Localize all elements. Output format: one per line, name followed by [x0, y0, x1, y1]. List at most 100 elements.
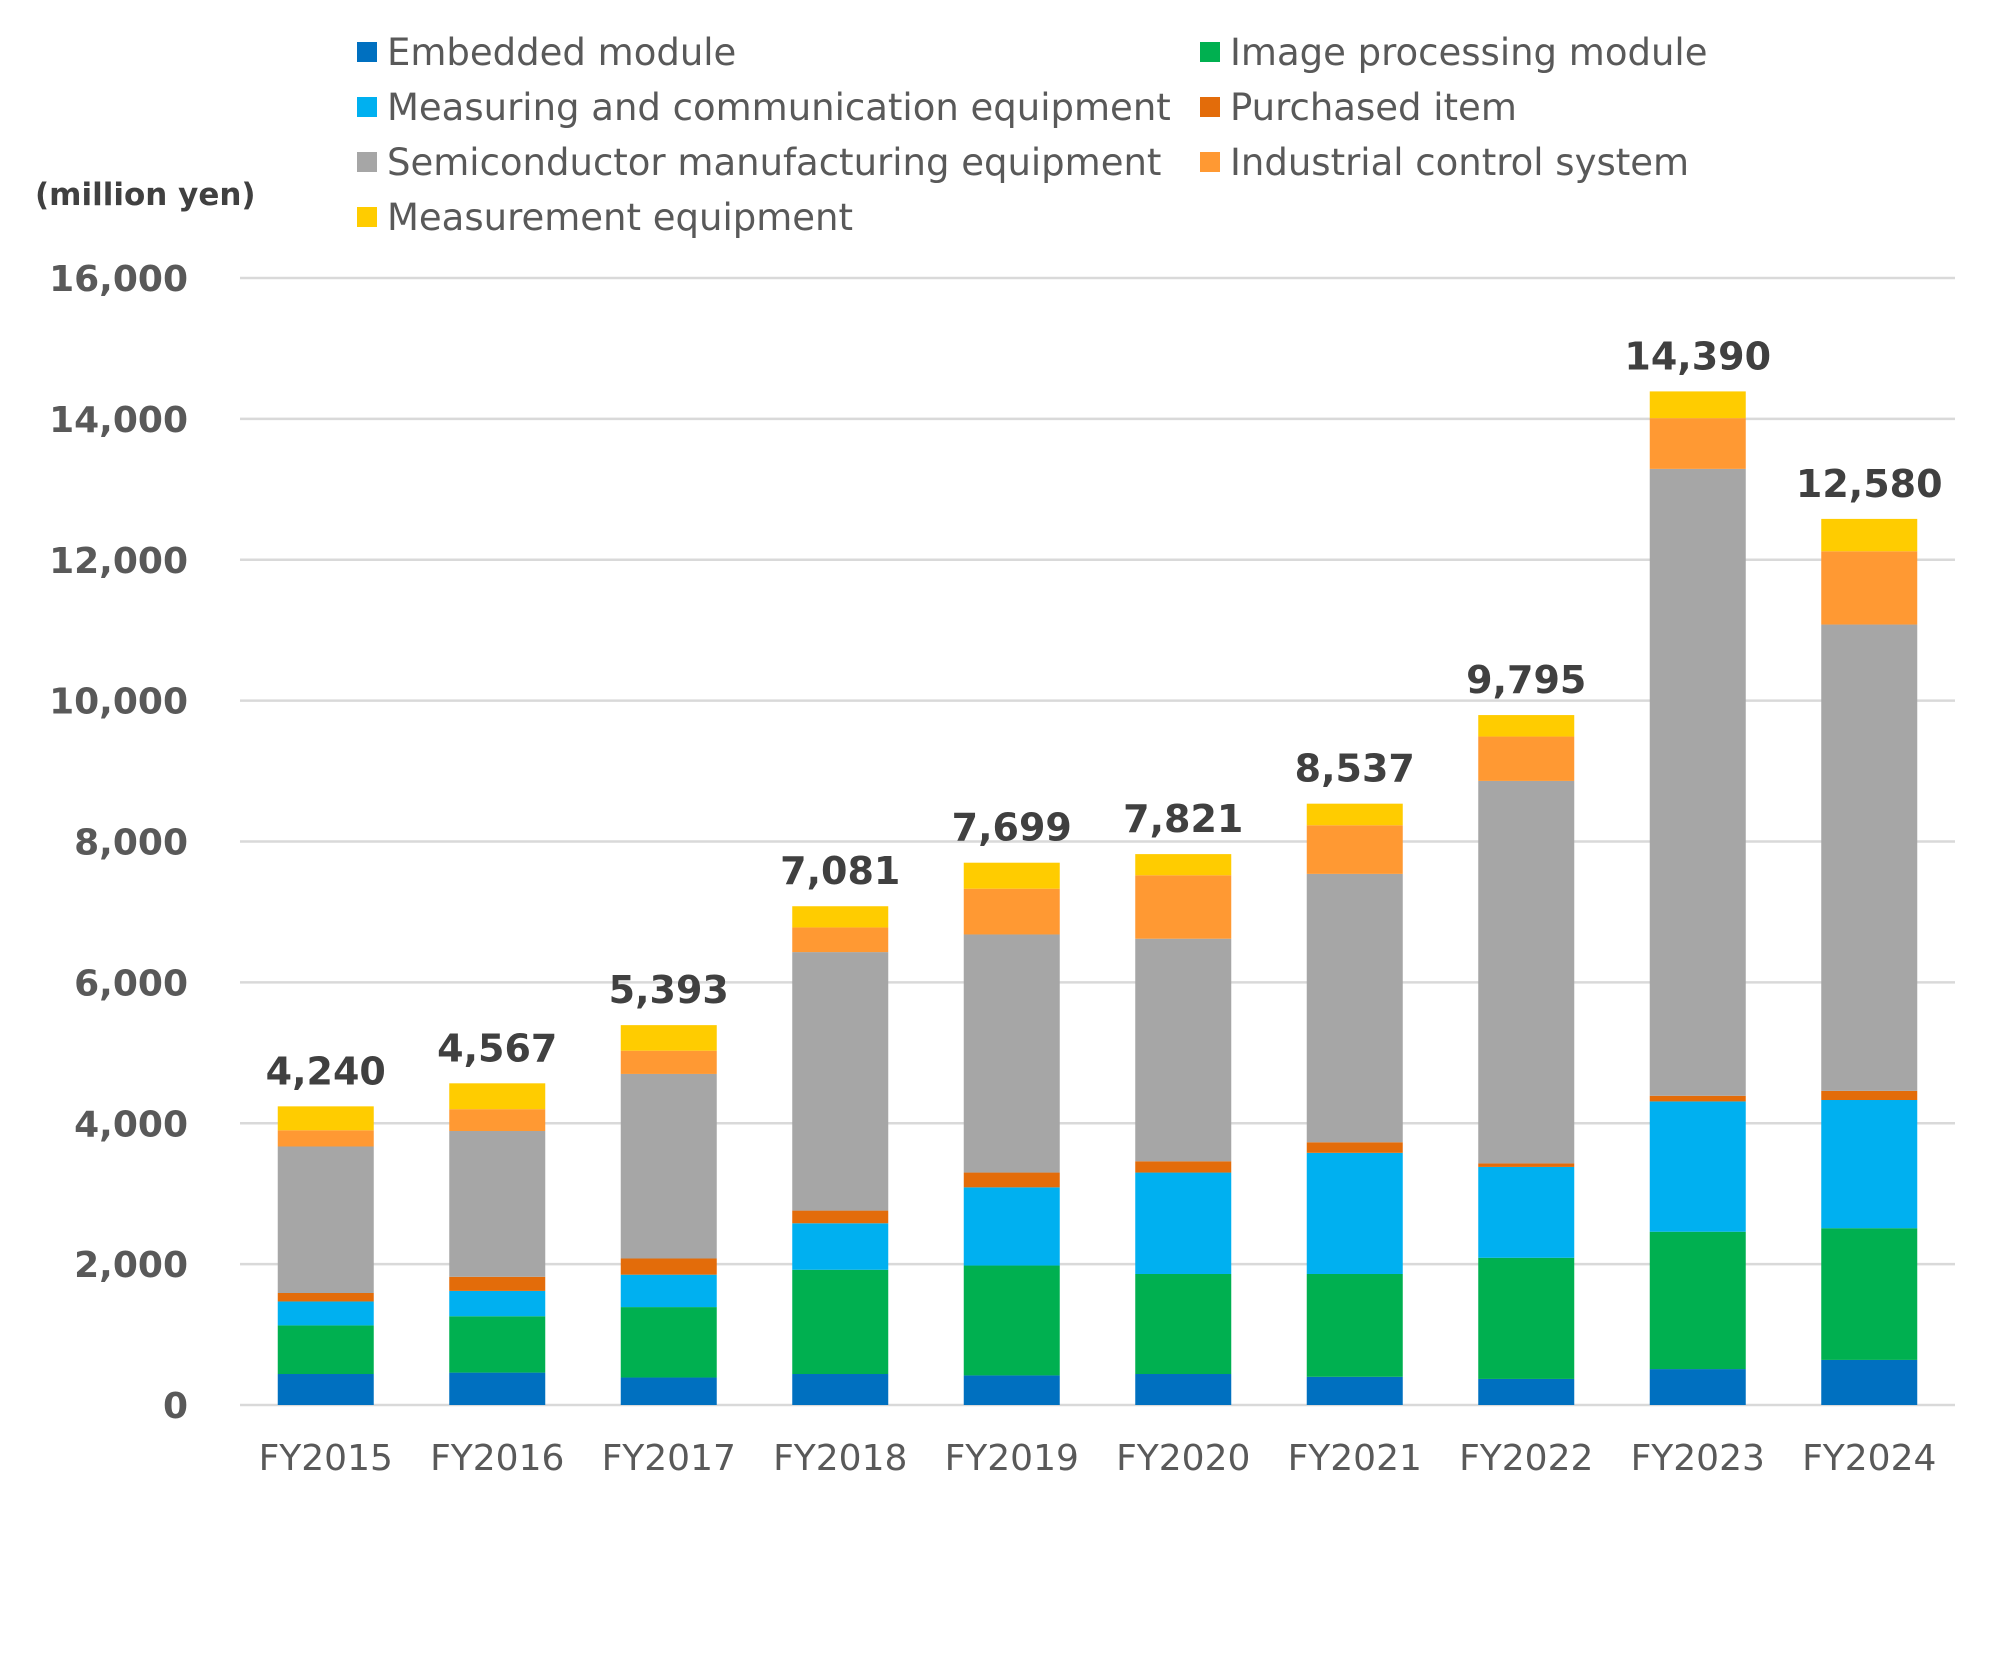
legend-label-semiconductor-manufacturing-equipment: Semiconductor manufacturing equipment: [387, 141, 1161, 184]
total-label-fy2020: 7,821: [1123, 797, 1243, 841]
x-tick-label: FY2019: [945, 1438, 1079, 1479]
bar-industrial-control-system-fy2022: [1478, 736, 1575, 781]
bar-semiconductor-manufacturing-equipment-fy2022: [1478, 780, 1575, 1164]
bar-image-processing-module-fy2021: [1306, 1273, 1403, 1377]
bar-purchased-item-fy2016: [449, 1276, 546, 1291]
bar-industrial-control-system-fy2017: [620, 1050, 717, 1074]
bar-semiconductor-manufacturing-equipment-fy2021: [1306, 873, 1403, 1143]
bar-semiconductor-manufacturing-equipment-fy2019: [963, 934, 1060, 1173]
bar-purchased-item-fy2018: [792, 1210, 889, 1224]
x-tick-label: FY2015: [259, 1438, 393, 1479]
bar-purchased-item-fy2023: [1649, 1095, 1746, 1102]
bar-purchased-item-fy2024: [1821, 1090, 1918, 1101]
bar-image-processing-module-fy2020: [1135, 1273, 1232, 1375]
bar-measuring-and-communication-equipment-fy2022: [1478, 1166, 1575, 1258]
legend-label-industrial-control-system: Industrial control system: [1230, 141, 1689, 184]
bar-measurement-equipment-fy2017: [620, 1025, 717, 1051]
total-label-fy2015: 4,240: [266, 1049, 386, 1093]
bar-measurement-equipment-fy2022: [1478, 715, 1575, 737]
x-tick-label: FY2017: [602, 1438, 736, 1479]
total-label-fy2018: 7,081: [780, 849, 900, 893]
bar-embedded-module-fy2018: [792, 1374, 889, 1405]
y-tick-label: 0: [163, 1386, 188, 1427]
bar-image-processing-module-fy2018: [792, 1269, 889, 1375]
total-label-fy2016: 4,567: [437, 1026, 557, 1070]
bar-image-processing-module-fy2017: [620, 1307, 717, 1378]
x-tick-label: FY2024: [1802, 1438, 1936, 1479]
legend-swatch-purchased-item: [1200, 97, 1220, 117]
bar-measurement-equipment-fy2018: [792, 906, 889, 928]
legend-swatch-industrial-control-system: [1200, 152, 1220, 172]
y-axis-ticks: 0 2,000 4,000 6,000 8,000 10,000 12,000 14,000 1…: [49, 259, 188, 1427]
bar-purchased-item-fy2020: [1135, 1161, 1232, 1173]
legend-label-measurement-equipment: Measurement equipment: [387, 196, 853, 239]
bar-measuring-and-communication-equipment-fy2016: [449, 1290, 546, 1317]
y-tick-label: 4,000: [74, 1104, 188, 1145]
total-label-fy2022: 9,795: [1466, 658, 1586, 702]
bar-semiconductor-manufacturing-equipment-fy2017: [620, 1073, 717, 1259]
bar-measuring-and-communication-equipment-fy2019: [963, 1187, 1060, 1266]
bar-industrial-control-system-fy2019: [963, 888, 1060, 935]
bar-industrial-control-system-fy2020: [1135, 875, 1232, 939]
x-tick-label: FY2022: [1459, 1438, 1593, 1479]
bar-embedded-module-fy2020: [1135, 1374, 1232, 1405]
bar-measuring-and-communication-equipment-fy2015: [277, 1301, 374, 1326]
bar-measurement-equipment-fy2024: [1821, 518, 1918, 552]
x-tick-label: FY2016: [430, 1438, 564, 1479]
x-tick-label: FY2020: [1116, 1438, 1250, 1479]
bars: [277, 391, 1918, 1405]
bar-measurement-equipment-fy2019: [963, 862, 1060, 889]
bar-purchased-item-fy2019: [963, 1172, 1060, 1188]
legend-label-image-processing-module: Image processing module: [1230, 31, 1707, 74]
y-tick-label: 8,000: [74, 823, 188, 864]
bar-measuring-and-communication-equipment-fy2017: [620, 1274, 717, 1308]
y-tick-label: 10,000: [49, 682, 188, 723]
bar-embedded-module-fy2022: [1478, 1378, 1575, 1405]
legend-label-purchased-item: Purchased item: [1230, 86, 1517, 129]
bar-measurement-equipment-fy2023: [1649, 391, 1746, 419]
bar-industrial-control-system-fy2023: [1649, 418, 1746, 469]
bar-industrial-control-system-fy2015: [277, 1130, 374, 1147]
bar-embedded-module-fy2017: [620, 1377, 717, 1405]
bar-measurement-equipment-fy2021: [1306, 803, 1403, 826]
x-axis-ticks: FY2015 FY2016 FY2017 FY2018 FY2019 FY2020 FY20…: [259, 1438, 1937, 1479]
bar-image-processing-module-fy2016: [449, 1316, 546, 1373]
total-label-fy2024: 12,580: [1796, 462, 1943, 506]
bar-measurement-equipment-fy2016: [449, 1083, 546, 1110]
x-tick-label: FY2021: [1288, 1438, 1422, 1479]
bar-embedded-module-fy2019: [963, 1375, 1060, 1405]
y-axis-unit-label: (million yen): [35, 177, 256, 213]
bar-purchased-item-fy2015: [277, 1293, 374, 1302]
legend-swatch-semiconductor-manufacturing-equipment: [357, 152, 377, 172]
bar-image-processing-module-fy2023: [1649, 1231, 1746, 1370]
bar-embedded-module-fy2015: [277, 1374, 374, 1405]
legend-label-embedded-module: Embedded module: [387, 31, 736, 74]
bar-industrial-control-system-fy2016: [449, 1109, 546, 1131]
y-tick-label: 6,000: [74, 963, 188, 1004]
bar-embedded-module-fy2016: [449, 1372, 546, 1405]
bar-measurement-equipment-fy2020: [1135, 854, 1232, 876]
y-tick-label: 16,000: [49, 259, 188, 300]
bar-semiconductor-manufacturing-equipment-fy2016: [449, 1130, 546, 1277]
bar-purchased-item-fy2021: [1306, 1142, 1403, 1153]
y-tick-label: 2,000: [74, 1245, 188, 1286]
legend-swatch-image-processing-module: [1200, 42, 1220, 62]
legend-label-measuring-and-communication-equipment: Measuring and communication equipment: [387, 86, 1171, 129]
bar-industrial-control-system-fy2021: [1306, 825, 1403, 874]
chart-legend: Embedded module Image processing module Me…: [357, 31, 1707, 239]
x-tick-label: FY2023: [1631, 1438, 1765, 1479]
y-tick-label: 12,000: [49, 541, 188, 582]
bar-embedded-module-fy2021: [1306, 1376, 1403, 1405]
bar-image-processing-module-fy2015: [277, 1325, 374, 1375]
total-labels: 4,240 4,567 5,393 7,081 7,699 7,821 8,537 9,795…: [266, 334, 1943, 1093]
bar-embedded-module-fy2023: [1649, 1369, 1746, 1405]
y-tick-label: 14,000: [49, 400, 188, 441]
bar-measurement-equipment-fy2015: [277, 1106, 374, 1131]
bar-image-processing-module-fy2022: [1478, 1257, 1575, 1379]
x-tick-label: FY2018: [773, 1438, 907, 1479]
bar-semiconductor-manufacturing-equipment-fy2015: [277, 1146, 374, 1294]
legend-swatch-embedded-module: [357, 42, 377, 62]
bar-semiconductor-manufacturing-equipment-fy2018: [792, 952, 889, 1211]
bar-image-processing-module-fy2024: [1821, 1228, 1918, 1360]
